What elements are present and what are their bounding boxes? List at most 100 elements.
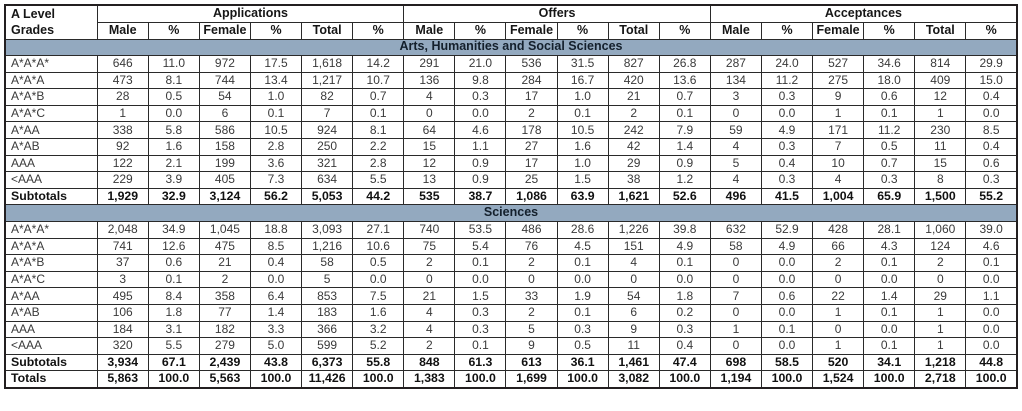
cell: 9 bbox=[505, 337, 558, 355]
cell: 37 bbox=[96, 254, 149, 272]
cell: 0.0 bbox=[760, 270, 814, 289]
cell: 1 bbox=[914, 104, 967, 123]
cell: 284 bbox=[505, 71, 558, 90]
cell: 4 bbox=[812, 171, 865, 189]
cell: 420 bbox=[607, 71, 660, 90]
cell: 486 bbox=[505, 221, 558, 239]
cell: 2 bbox=[607, 104, 660, 123]
cell: 0.3 bbox=[760, 88, 814, 106]
cell: 8.1 bbox=[352, 121, 405, 140]
cell: 17.5 bbox=[249, 55, 303, 73]
cell: 17 bbox=[505, 88, 558, 106]
cell: 13.4 bbox=[249, 71, 303, 90]
cell: 34.6 bbox=[863, 55, 916, 73]
section-title: Sciences bbox=[4, 204, 1018, 223]
cell: 7.3 bbox=[249, 171, 303, 189]
cell: 56.2 bbox=[249, 187, 303, 206]
cell: 2,718 bbox=[914, 370, 967, 389]
cell: 0.0 bbox=[965, 270, 1018, 289]
cell: 21 bbox=[403, 287, 456, 305]
cell: 1,226 bbox=[607, 221, 660, 239]
cell: 34.1 bbox=[863, 353, 916, 372]
cell: 1 bbox=[812, 304, 865, 322]
cell: 32.9 bbox=[147, 187, 200, 206]
cell: 34.9 bbox=[147, 221, 200, 239]
cell: 0.3 bbox=[556, 320, 609, 339]
cell: 0.1 bbox=[965, 254, 1018, 272]
cell: 12 bbox=[403, 154, 456, 173]
cell: 66 bbox=[812, 237, 865, 256]
cell: 4 bbox=[709, 138, 762, 156]
cell: 2 bbox=[505, 304, 558, 322]
grade-label: AAA bbox=[4, 320, 98, 339]
cell: 4.9 bbox=[658, 237, 711, 256]
cell: 10.6 bbox=[352, 237, 405, 256]
cell: 21 bbox=[198, 254, 251, 272]
corner-header-line1: A Level bbox=[11, 7, 56, 21]
cell: 9 bbox=[607, 320, 660, 339]
cell: 106 bbox=[96, 304, 149, 322]
cell: 2 bbox=[505, 104, 558, 123]
cell: 2.8 bbox=[249, 138, 303, 156]
cell: 64 bbox=[403, 121, 456, 140]
cell: 3,934 bbox=[96, 353, 149, 372]
table-row: A*AB 106 1.8 77 1.4 183 1.6 4 0.3 2 0.1 6 0.2 0 0.0 1 0.… bbox=[4, 304, 1018, 322]
cell: 1.0 bbox=[556, 154, 609, 173]
cell: 0.3 bbox=[658, 320, 711, 339]
cell: 1 bbox=[812, 337, 865, 355]
cell: 0.4 bbox=[249, 254, 303, 272]
cell: 27 bbox=[505, 138, 558, 156]
cell: 21.0 bbox=[454, 55, 507, 73]
cell: 1,218 bbox=[914, 353, 967, 372]
cell: 527 bbox=[812, 55, 865, 73]
cell: 0 bbox=[709, 104, 762, 123]
cell: 0.0 bbox=[965, 337, 1018, 355]
table-row: A*A*C 1 0.0 6 0.1 7 0.1 0 0.0 2 0.1 2 0.1 0 0.0 1 0.1 1 0.… bbox=[4, 104, 1018, 123]
cell: 21 bbox=[607, 88, 660, 106]
cell: 0.5 bbox=[556, 337, 609, 355]
cell: 740 bbox=[403, 221, 456, 239]
cell: 3.6 bbox=[249, 154, 303, 173]
column-header-acceptances-pct: % bbox=[965, 21, 1018, 40]
cell: 1.1 bbox=[454, 138, 507, 156]
cell: 3,093 bbox=[301, 221, 354, 239]
cell: 741 bbox=[96, 237, 149, 256]
cell: 3.1 bbox=[147, 320, 200, 339]
cell: 1.1 bbox=[965, 287, 1018, 305]
cell: 39.8 bbox=[658, 221, 711, 239]
table-row: A*A*A 741 12.6 475 8.5 1,216 10.6 75 5.4 76 4.5 151… bbox=[4, 237, 1018, 256]
cell: 0.1 bbox=[147, 270, 200, 289]
cell: 100.0 bbox=[863, 370, 916, 389]
cell: 5 bbox=[709, 154, 762, 173]
cell: 3.3 bbox=[249, 320, 303, 339]
cell: 44.8 bbox=[965, 353, 1018, 372]
cell: 4 bbox=[403, 88, 456, 106]
cell: 5.5 bbox=[147, 337, 200, 355]
cell: 1.0 bbox=[249, 88, 303, 106]
cell: 39.0 bbox=[965, 221, 1018, 239]
cell: 54 bbox=[607, 287, 660, 305]
cell: 0.7 bbox=[863, 154, 916, 173]
cell: 6,373 bbox=[301, 353, 354, 372]
cell: 475 bbox=[198, 237, 251, 256]
column-header-applications-pct: % bbox=[147, 21, 200, 40]
column-header-offers-pct: % bbox=[556, 21, 609, 40]
cell: 495 bbox=[96, 287, 149, 305]
cell: 4 bbox=[607, 254, 660, 272]
column-header-applications-pct: % bbox=[352, 21, 405, 40]
cell: 55.2 bbox=[965, 187, 1018, 206]
cell: 31.5 bbox=[556, 55, 609, 73]
cell: 0 bbox=[403, 270, 456, 289]
group-header-acceptances: Acceptances bbox=[709, 4, 1018, 23]
cell: 242 bbox=[607, 121, 660, 140]
subtotals-row: Subtotals 3,934 67.1 2,439 43.8 6,373 55.8 848 6… bbox=[4, 353, 1018, 372]
cell: 0.6 bbox=[863, 88, 916, 106]
cell: 0.1 bbox=[863, 254, 916, 272]
cell: 15.0 bbox=[965, 71, 1018, 90]
cell: 183 bbox=[301, 304, 354, 322]
cell: 0.1 bbox=[556, 104, 609, 123]
cell: 0.0 bbox=[965, 304, 1018, 322]
cell: 1.6 bbox=[556, 138, 609, 156]
cell: 338 bbox=[96, 121, 149, 140]
cell: 82 bbox=[301, 88, 354, 106]
